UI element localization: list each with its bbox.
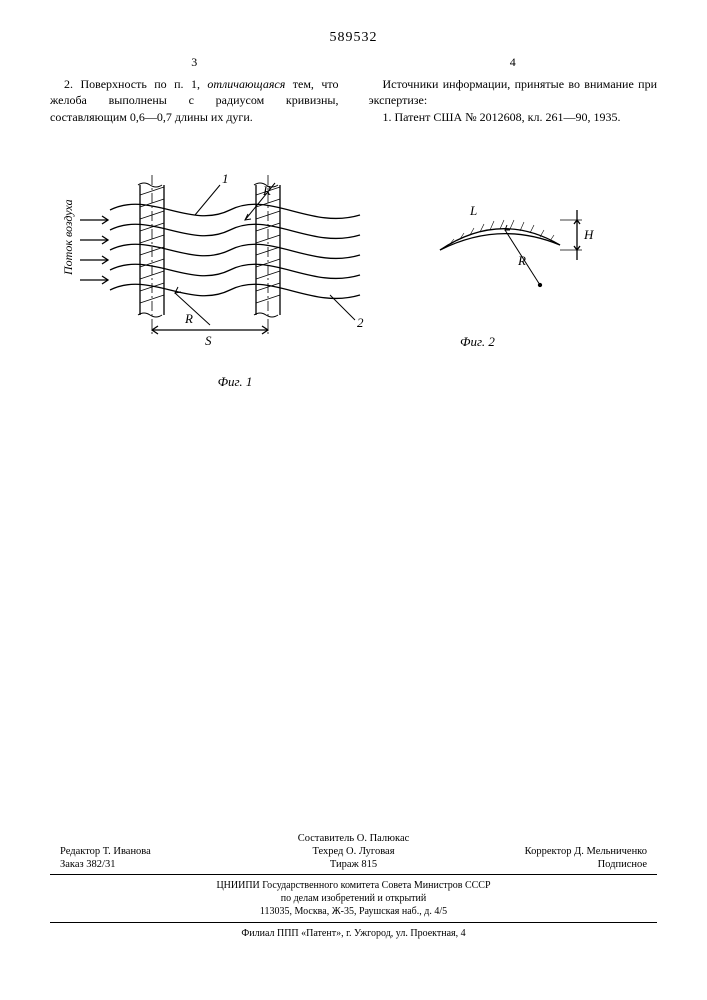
claim-2: 2. Поверхность по п. 1, отличающаяся тем… — [50, 76, 339, 125]
figure-1-svg: Поток воздуха — [60, 165, 370, 365]
fig1-label-r-lower: R — [184, 311, 193, 326]
fig1-label-2: 2 — [357, 315, 364, 330]
divider-1 — [50, 874, 657, 875]
imprint-branch: Филиал ППП «Патент», г. Ужгород, ул. Про… — [50, 927, 657, 940]
imprint-line4: Филиал ППП «Патент», г. Ужгород, ул. Про… — [50, 927, 657, 940]
divider-2 — [50, 922, 657, 923]
circulation: Тираж 815 — [256, 859, 452, 870]
figures-row: Поток воздуха — [50, 165, 657, 390]
footer: Составитель О. Палюкас Редактор Т. Ивано… — [50, 833, 657, 940]
source-1: 1. Патент США № 2012608, кл. 261—90, 193… — [369, 109, 658, 125]
right-col-number: 4 — [369, 54, 658, 70]
fig1-label-s: S — [205, 333, 212, 348]
fig2-label-h: H — [583, 227, 594, 242]
subscription: Подписное — [451, 859, 647, 870]
claim2-italic: отличающаяся — [207, 77, 285, 91]
patent-number: 589532 — [50, 30, 657, 46]
figure-1: Поток воздуха — [60, 165, 370, 390]
sources-heading: Источники информации, принятые во вниман… — [369, 76, 658, 108]
fig2-caption: Фиг. 2 — [460, 334, 600, 350]
dimension-h: H — [560, 210, 594, 260]
fig2-label-l: L — [469, 203, 477, 218]
corrector: Корректор Д. Мельниченко — [451, 846, 647, 857]
right-column: 4 Источники информации, принятые во вним… — [369, 54, 658, 125]
figure-2: L R H Фиг. 2 — [410, 165, 600, 390]
editor: Редактор Т. Иванова — [60, 846, 256, 857]
imprint-line3: 113035, Москва, Ж-35, Раушская наб., д. … — [50, 905, 657, 918]
order: Заказ 382/31 — [60, 859, 256, 870]
claim2-prefix: 2. Поверхность по п. 1, — [64, 77, 207, 91]
imprint: ЦНИИПИ Государственного комитета Совета … — [50, 879, 657, 918]
airflow-label: Поток воздуха — [61, 199, 75, 276]
fig1-label-1: 1 — [222, 171, 229, 186]
imprint-line1: ЦНИИПИ Государственного комитета Совета … — [50, 879, 657, 892]
dimension-s: S — [152, 326, 268, 348]
airflow-arrows — [80, 216, 108, 284]
left-column: 3 2. Поверхность по п. 1, отличающаяся т… — [50, 54, 339, 125]
wavy-surfaces — [110, 204, 360, 298]
credits-row-2: Заказ 382/31 Тираж 815 Подписное — [50, 859, 657, 870]
arc-hatch — [450, 220, 554, 244]
compiler: Составитель О. Палюкас — [50, 833, 657, 844]
text-columns: 3 2. Поверхность по п. 1, отличающаяся т… — [50, 54, 657, 125]
techred: Техред О. Луговая — [256, 846, 452, 857]
fig1-caption: Фиг. 1 — [100, 374, 370, 390]
figure-2-svg: L R H — [410, 165, 600, 325]
tube-left — [138, 183, 164, 317]
tube-right — [254, 183, 280, 317]
imprint-line2: по делам изобретений и открытий — [50, 892, 657, 905]
left-col-number: 3 — [50, 54, 339, 70]
fig2-label-r: R — [517, 253, 526, 268]
credits-row-1: Редактор Т. Иванова Техред О. Луговая Ко… — [50, 846, 657, 857]
fig1-label-r-upper: R — [262, 183, 271, 198]
